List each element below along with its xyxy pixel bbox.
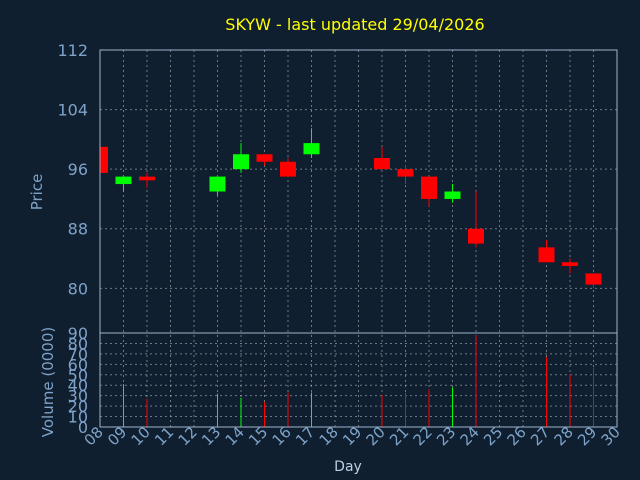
candle-body [100, 146, 108, 173]
candle-body [115, 176, 132, 185]
volume-bars [123, 335, 594, 427]
candle-body [256, 154, 273, 162]
price-tick-label: 112 [57, 41, 88, 60]
volume-axis-label: Volume (0000) [39, 327, 57, 437]
price-tick-label: 96 [68, 160, 88, 179]
candle-body [468, 228, 484, 244]
grid-lines [100, 49, 617, 427]
candle-body [562, 262, 578, 266]
candle-body [374, 157, 390, 170]
candlesticks [99, 128, 602, 289]
volume-tick-label: 40 [68, 376, 88, 395]
x-axis-label: Day [334, 459, 362, 475]
candle-body [233, 154, 249, 170]
volume-tick-label: 90 [68, 324, 88, 343]
axis-ticks: 0809101112131415161718192021222324252627… [57, 41, 623, 449]
candle-body [444, 191, 461, 199]
candle-body [538, 247, 555, 263]
candle-body [585, 273, 602, 285]
price-tick-label: 104 [57, 101, 88, 120]
volume-tick-label: 30 [68, 387, 88, 406]
candle-body [209, 176, 226, 192]
price-tick-label: 88 [68, 220, 88, 239]
volume-tick-label: 20 [68, 397, 88, 416]
volume-tick-label: 60 [68, 355, 88, 374]
volume-tick-label: 10 [68, 408, 88, 427]
price-axis-label: Price [28, 174, 46, 211]
chart-title: SKYW - last updated 29/04/2026 [225, 15, 484, 34]
candle-body [139, 176, 155, 181]
price-tick-label: 80 [68, 279, 88, 298]
candle-body [280, 161, 296, 177]
candle-body [421, 176, 437, 199]
candle-body [397, 169, 414, 177]
volume-tick-label: 70 [68, 345, 88, 364]
candle-body [303, 143, 320, 155]
volume-tick-label: 0 [78, 418, 88, 437]
volume-tick-label: 80 [68, 334, 88, 353]
volume-tick-label: 50 [68, 366, 88, 385]
volume-panel-frame [99, 332, 618, 428]
